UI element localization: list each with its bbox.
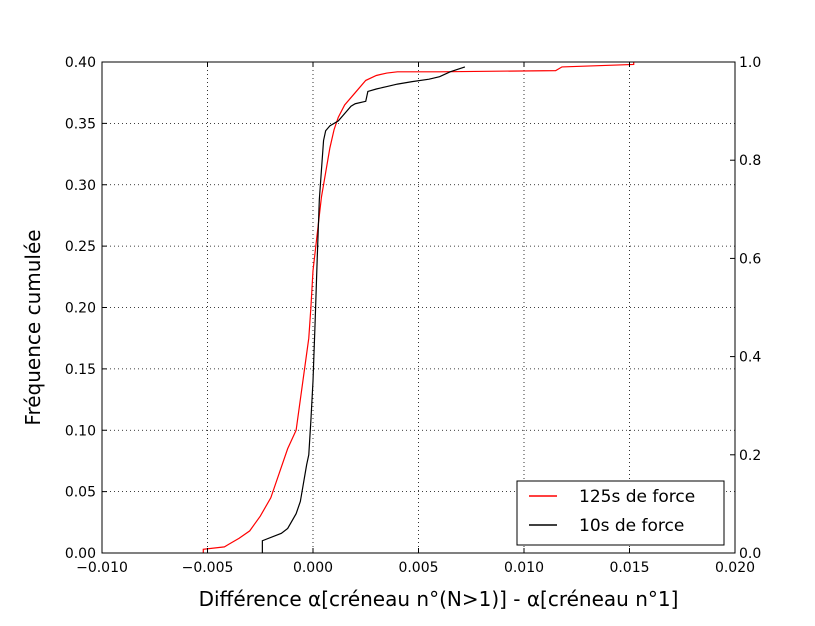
y-tick-label-left: 0.20 — [65, 301, 96, 317]
x-tick-label: 0.005 — [398, 560, 438, 576]
legend-label: 125s de force — [579, 487, 695, 507]
legend: 125s de force 10s de force — [516, 480, 725, 546]
legend-label: 10s de force — [579, 516, 684, 536]
y-tick-label-right: 1.0 — [739, 55, 761, 71]
series-line-1 — [202, 62, 635, 553]
y-tick-label-left: 0.40 — [65, 55, 96, 71]
x-tick-label: 0.015 — [609, 560, 649, 576]
y-tick-label-left: 0.00 — [65, 546, 96, 562]
x-axis-title: Différence α[créneau n°(N>1)] - α[crénea… — [199, 587, 679, 611]
x-tick-label: 0.020 — [715, 560, 755, 576]
series-line-2 — [261, 66, 466, 553]
x-tick-label: −0.010 — [76, 560, 128, 576]
x-tick-label: −0.005 — [182, 560, 234, 576]
y-tick-label-left: 0.30 — [65, 178, 96, 194]
y-tick-label-right: 0.4 — [739, 350, 761, 366]
legend-box — [516, 480, 725, 546]
series-layer — [202, 62, 635, 553]
y-tick-label-left: 0.10 — [65, 423, 96, 439]
y-tick-label-left: 0.35 — [65, 116, 96, 132]
x-tick-label: 0.010 — [504, 560, 544, 576]
y-tick-label-right: 0.6 — [739, 251, 761, 267]
y-tick-label-left: 0.25 — [65, 239, 96, 255]
grid — [102, 62, 735, 553]
y-tick-label-left: 0.15 — [65, 362, 96, 378]
y-tick-label-right: 0.0 — [739, 546, 761, 562]
y-axis-title: Fréquence cumulée — [21, 229, 45, 425]
ticks: −0.010 −0.005 0.000 0.005 0.010 0.015 0.0200.0… — [65, 55, 762, 576]
x-tick-label: 0.000 — [293, 560, 333, 576]
y-tick-label-right: 0.8 — [739, 153, 761, 169]
y-tick-label-left: 0.05 — [65, 485, 96, 501]
y-tick-label-right: 0.2 — [739, 448, 761, 464]
